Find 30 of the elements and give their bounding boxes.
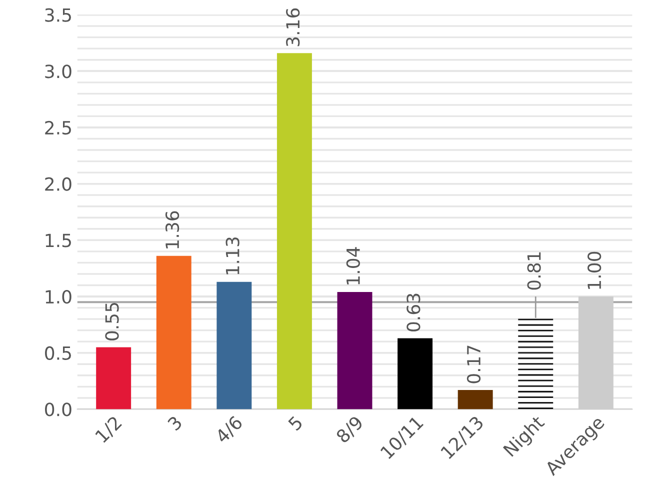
y-tick-label: 2.5: [45, 120, 71, 135]
data-label: 0.17: [466, 346, 481, 384]
data-label: 3.16: [286, 8, 300, 46]
bar: [156, 256, 192, 410]
x-tick-label: 4/6: [214, 415, 244, 445]
data-label: 0.63: [406, 294, 420, 332]
bar: [337, 292, 372, 410]
bar: [458, 390, 493, 410]
bar: [276, 53, 312, 410]
data-label: 0.81: [527, 252, 541, 290]
y-tick-label: 2.0: [45, 177, 72, 191]
y-tick-label: 1.5: [46, 234, 71, 248]
data-label: 1.36: [165, 211, 180, 248]
bar: [216, 282, 252, 410]
y-tick-label: 0.0: [45, 402, 72, 416]
bar: [398, 338, 433, 410]
x-tick-label: 3: [166, 415, 183, 432]
data-label: 1.13: [226, 237, 240, 274]
data-label: 0.55: [105, 302, 119, 340]
y-tick-label: 0.5: [45, 346, 71, 360]
y-tick-label: 3.5: [45, 8, 71, 22]
bar: [96, 347, 132, 410]
y-tick-label: 1.0: [46, 290, 72, 304]
data-label: 1.04: [346, 247, 360, 284]
x-tick-label: 5: [288, 416, 304, 432]
bar: [518, 318, 554, 410]
data-label: 1.00: [588, 252, 602, 289]
x-tick-label: 1/2: [94, 416, 124, 444]
y-tick-label: 3.0: [45, 64, 72, 78]
x-tick-label: 8/9: [335, 415, 365, 445]
